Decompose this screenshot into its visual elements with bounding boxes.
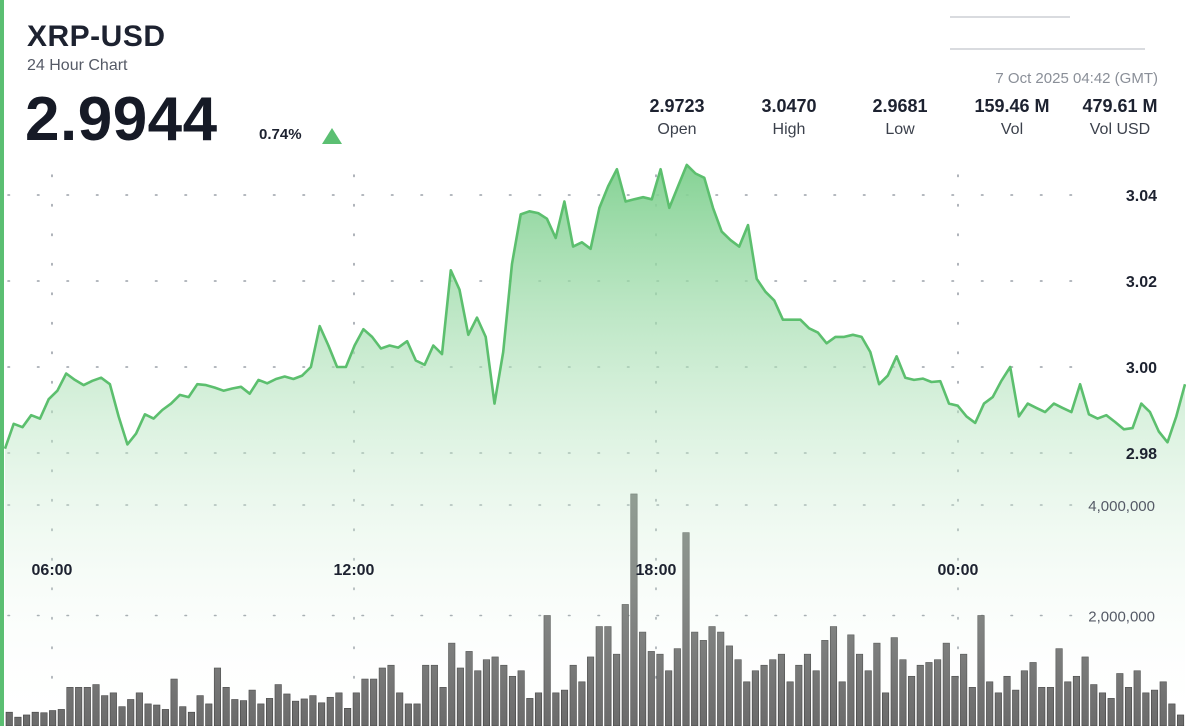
price-area (3, 163, 1186, 726)
stat-label: High (772, 121, 806, 138)
x-tick-label: 18:00 (636, 562, 677, 579)
stat-low: 2.9681 Low (845, 96, 955, 139)
x-tick-label: 00:00 (938, 562, 979, 579)
stat-value: 3.0470 (761, 96, 817, 116)
timestamp: 7 Oct 2025 04:42 (GMT) (995, 70, 1158, 87)
price-line (3, 163, 1186, 450)
stat-value: 2.9681 (872, 96, 928, 116)
stat-open: 2.9723 Open (622, 96, 732, 139)
stat-label: Low (885, 121, 915, 138)
y-tick-label: 3.04 (1126, 188, 1157, 205)
stat-label: Open (657, 121, 697, 138)
y-tick-label: 2.98 (1126, 446, 1157, 463)
left-accent-bar (0, 0, 4, 726)
stat-label: Vol (1000, 121, 1024, 138)
stat-vol-usd: 479.61 M Vol USD (1065, 96, 1175, 139)
stat-value: 479.61 M (1082, 96, 1158, 116)
change-percent: 0.74% (259, 126, 302, 143)
stat-vol: 159.46 M Vol (957, 96, 1067, 139)
stat-value: 159.46 M (974, 96, 1050, 116)
volume-tick-label: 2,000,000 (1088, 609, 1155, 626)
price-area-fill (5, 164, 1185, 726)
pair-title: XRP-USD (27, 20, 166, 53)
chart-subtitle: 24 Hour Chart (27, 57, 128, 74)
up-arrow-icon (322, 128, 342, 144)
x-tick-label: 12:00 (334, 562, 375, 579)
y-tick-label: 3.02 (1126, 274, 1157, 291)
redacted-line (950, 48, 1145, 50)
y-tick-label: 3.00 (1126, 360, 1157, 377)
current-price: 2.9944 (25, 85, 218, 154)
stat-high: 3.0470 High (734, 96, 844, 139)
redacted-line (950, 16, 1070, 18)
volume-tick-label: 4,000,000 (1088, 498, 1155, 515)
x-tick-label: 06:00 (32, 562, 73, 579)
stat-label: Vol USD (1089, 121, 1151, 138)
stat-value: 2.9723 (649, 96, 705, 116)
axis-labels: 2.98 3.00 3.02 3.04 2,000,000 4,000,000 06:00 1… (32, 188, 1158, 626)
